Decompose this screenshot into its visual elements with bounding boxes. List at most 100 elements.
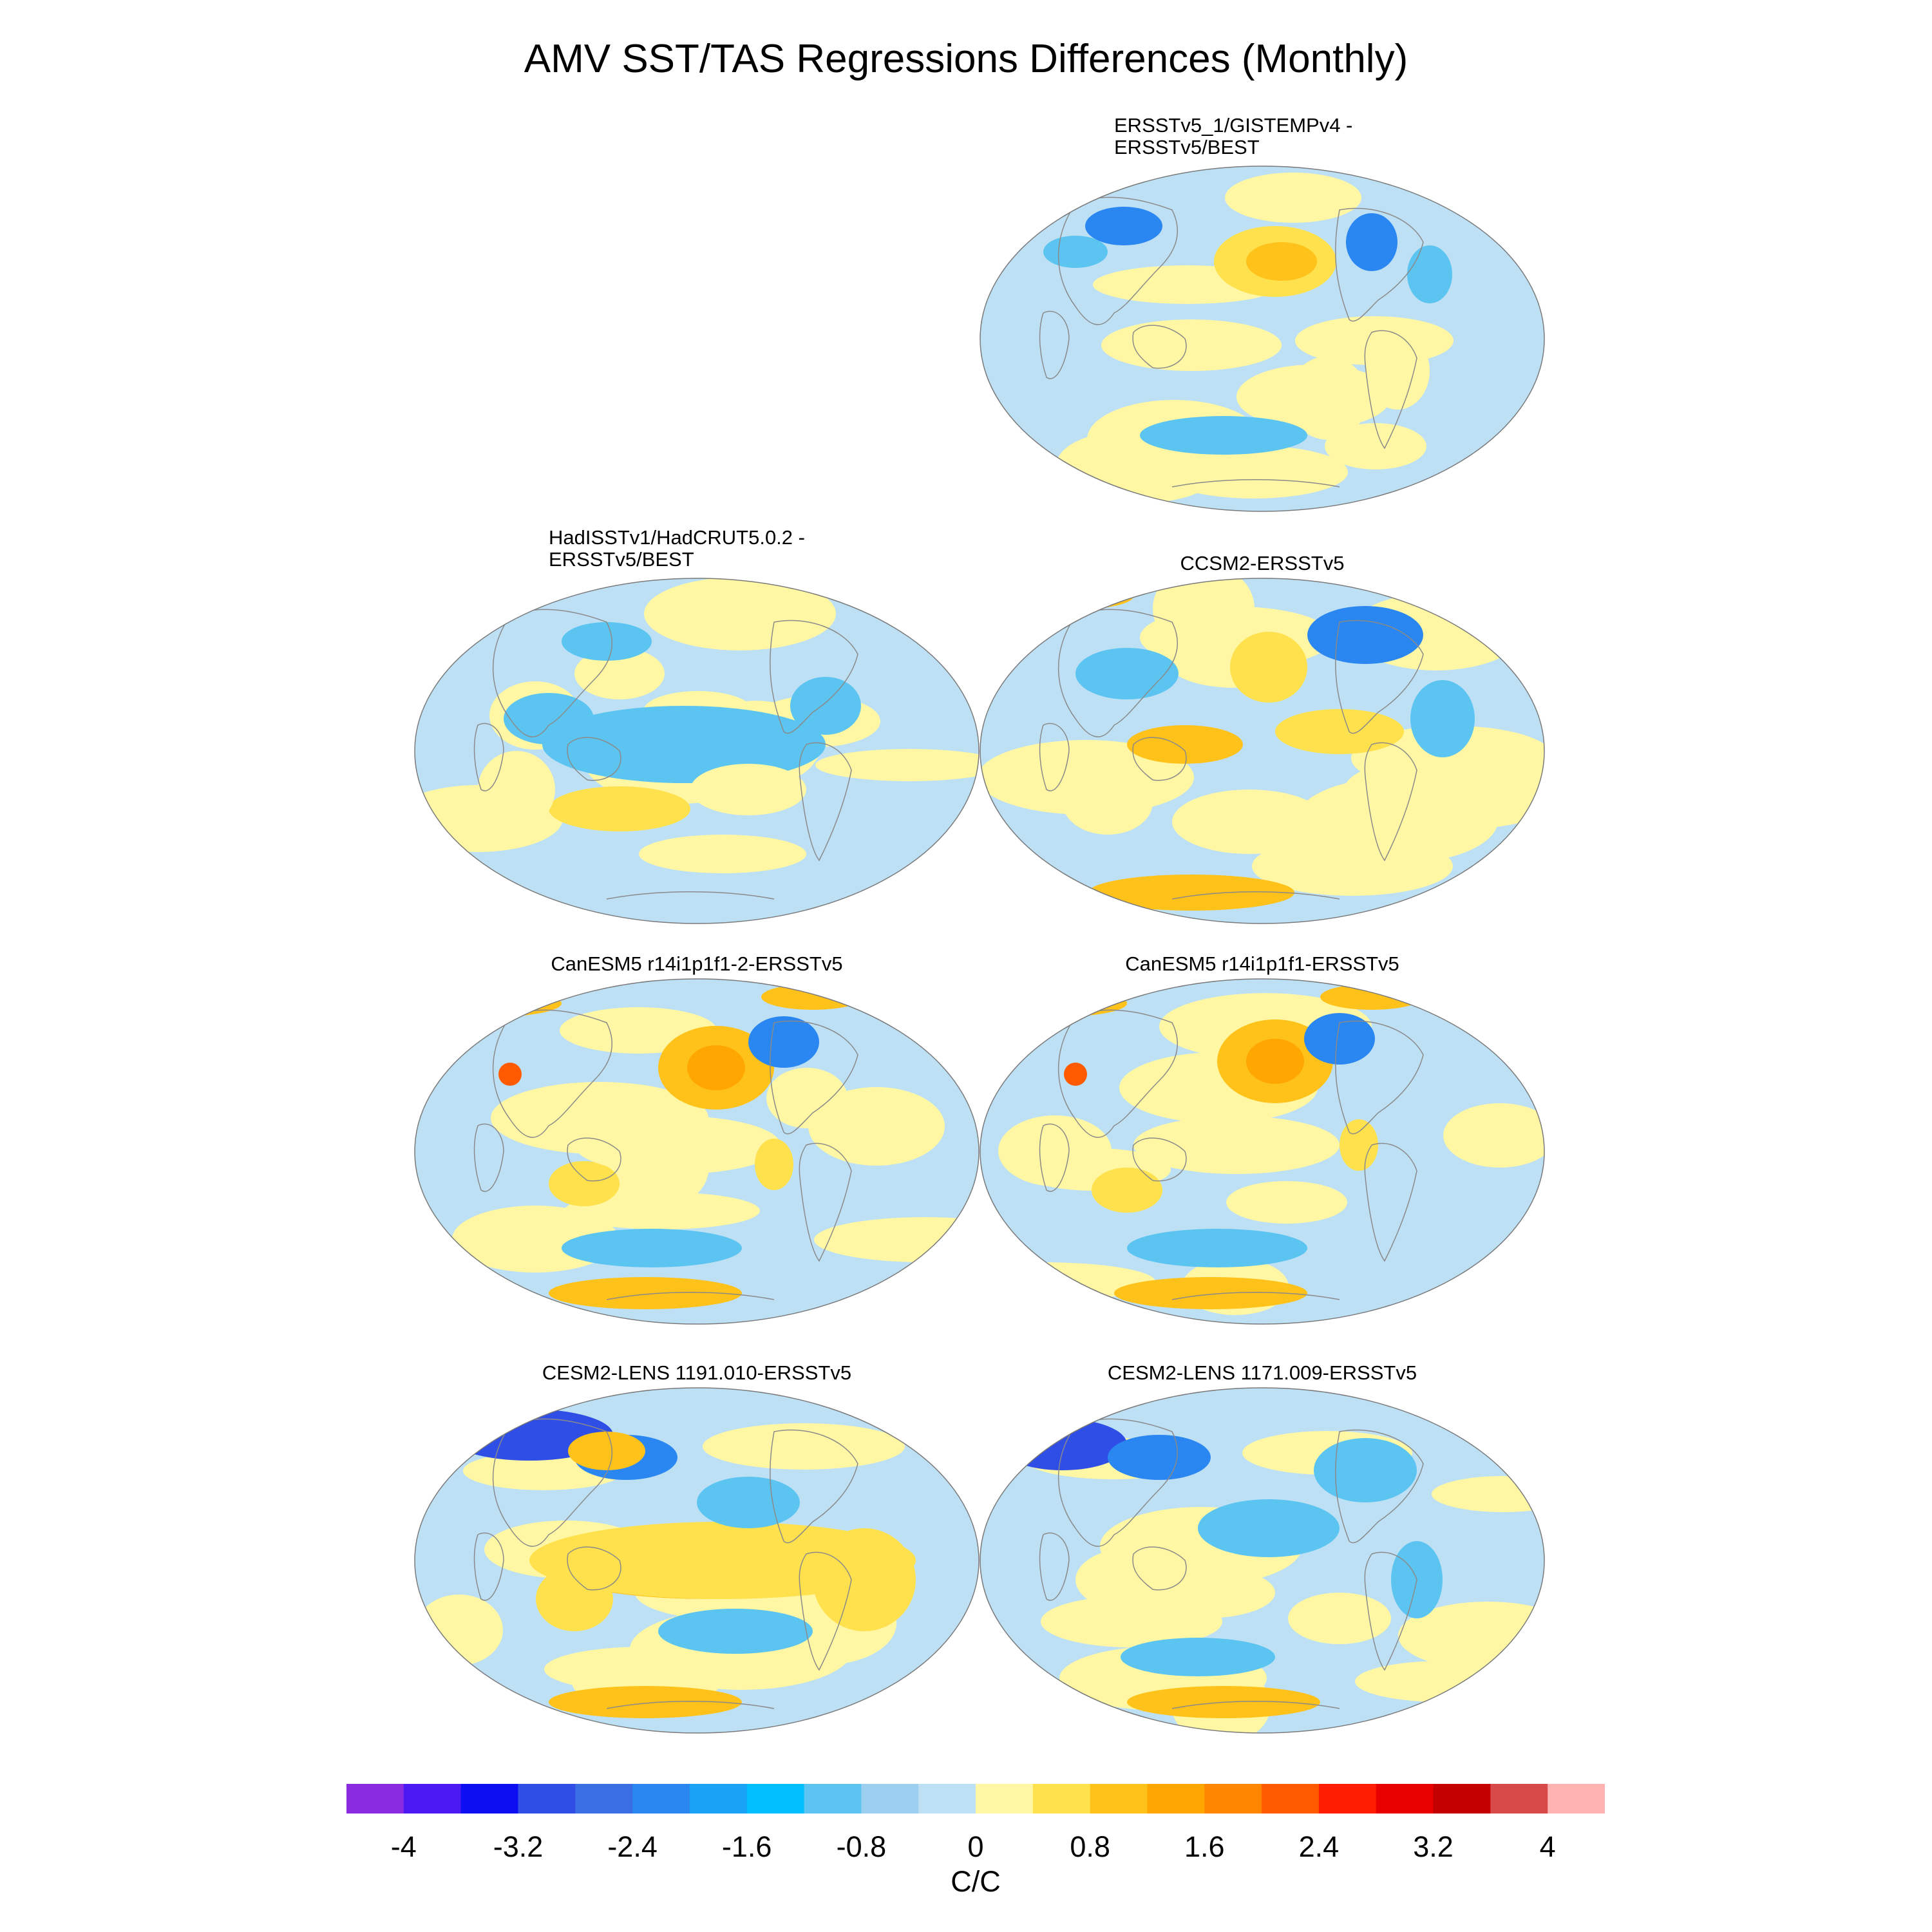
field-anomaly — [1127, 1229, 1307, 1267]
coastline — [1132, 737, 1187, 781]
colorbar-box-12 — [976, 1784, 1034, 1814]
coastline — [1039, 1123, 1070, 1192]
field-anomaly — [1085, 207, 1162, 245]
colorbar-box-7 — [689, 1784, 748, 1814]
globe-outline — [980, 578, 1545, 924]
panel-1-title-line-2: ERSSTv5/BEST — [1114, 136, 1260, 158]
globe-outline — [414, 1387, 980, 1734]
field-anomaly — [755, 1139, 793, 1190]
colorbar-box-6 — [632, 1784, 690, 1814]
panel-field — [980, 1388, 1544, 1733]
colorbar-box-3 — [460, 1784, 519, 1814]
field-anomaly — [1121, 1638, 1275, 1676]
coastline — [1171, 1701, 1340, 1709]
coastline — [493, 1418, 612, 1547]
colorbar-box-22 — [1548, 1784, 1605, 1814]
colorbar-tick-label: -0.8 — [836, 1830, 887, 1863]
field-anomaly — [574, 1116, 781, 1174]
colorbar-tick-label: 4 — [1539, 1830, 1556, 1863]
field-anomaly — [549, 1686, 742, 1718]
coastline — [567, 737, 621, 781]
colorbar-box-18 — [1318, 1784, 1377, 1814]
field-anomaly — [1304, 1013, 1375, 1065]
field-anomaly — [1365, 332, 1430, 410]
coastline — [567, 1137, 621, 1182]
panel-5-title: CanESM5 r14i1p1f1-ERSSTv5 — [979, 953, 1546, 975]
panel-4-map — [414, 978, 980, 1325]
colorbar-box-20 — [1433, 1784, 1491, 1814]
field-anomaly — [1114, 1277, 1307, 1309]
field-patch — [1226, 1181, 1347, 1224]
panel-3: CCSM2-ERSSTv5 — [979, 527, 1546, 926]
field-anomaly — [1133, 1567, 1275, 1618]
colorbar-tick-label: -3.2 — [493, 1830, 544, 1863]
coastline — [1335, 1429, 1424, 1544]
field-anomaly — [790, 677, 861, 735]
field-patch — [644, 578, 836, 650]
field-anomaly — [1246, 242, 1317, 281]
coastline — [606, 1701, 775, 1709]
colorbar-box-4 — [518, 1784, 576, 1814]
panel-5-title-line-1: CanESM5 r14i1p1f1-ERSSTv5 — [1125, 952, 1399, 975]
field-anomaly — [1314, 1438, 1417, 1502]
field-anomaly — [1346, 213, 1397, 271]
field-anomaly — [1198, 1499, 1340, 1557]
field-anomaly — [998, 1419, 1127, 1470]
coastline — [1058, 609, 1178, 737]
field-anomaly — [813, 1528, 916, 1631]
colorbar-tick-label: 1.6 — [1184, 1830, 1225, 1863]
field-anomaly — [1140, 416, 1307, 455]
field-anomaly — [1127, 725, 1243, 764]
coastline — [799, 1142, 852, 1262]
panel-2-title-line-2: ERSSTv5/BEST — [549, 548, 694, 571]
coastline — [493, 609, 612, 737]
colorbar-box-16 — [1204, 1784, 1262, 1814]
field-anomaly — [574, 648, 665, 699]
panel-field — [415, 578, 979, 923]
coastline — [1335, 207, 1424, 322]
coastline — [473, 1532, 504, 1601]
field-anomaly — [549, 1161, 620, 1206]
coastline — [1364, 742, 1417, 862]
colorbar-box-19 — [1376, 1784, 1434, 1814]
coastline — [606, 1292, 775, 1300]
coastline — [770, 1020, 858, 1135]
colorbar-box-13 — [1032, 1784, 1091, 1814]
field-anomaly — [415, 989, 562, 1018]
coastline — [1364, 1142, 1417, 1262]
coastline — [493, 1009, 612, 1138]
globe-outline — [980, 978, 1545, 1325]
globe-outline — [414, 578, 980, 924]
colorbar-box-17 — [1262, 1784, 1320, 1814]
panel-3-map — [980, 578, 1545, 924]
field-anomaly — [1275, 709, 1404, 754]
field-anomaly — [1236, 365, 1391, 429]
colorbar-tick-label: -2.4 — [607, 1830, 658, 1863]
colorbar-tick-label: 2.4 — [1298, 1830, 1340, 1863]
coastline — [1364, 330, 1417, 450]
panel-2-map — [414, 578, 980, 924]
field-anomaly — [1075, 648, 1179, 699]
colorbar-box-2 — [403, 1784, 462, 1814]
colorbar-box-15 — [1147, 1784, 1205, 1814]
coastline — [1171, 479, 1340, 488]
panel-6-title-line-1: CESM2-LENS 1191.010-ERSSTv5 — [542, 1361, 852, 1384]
panel-1: ERSSTv5_1/GISTEMPv4 - ERSSTv5/BEST — [979, 115, 1546, 514]
globe-outline — [414, 978, 980, 1325]
field-anomaly — [748, 1016, 819, 1068]
field-anomaly — [687, 1045, 745, 1090]
panel-4-title: CanESM5 r14i1p1f1-2-ERSSTv5 — [413, 953, 980, 975]
field-anomaly — [1088, 875, 1294, 911]
field-anomaly — [1246, 1039, 1304, 1084]
field-anomaly — [478, 751, 555, 828]
field-anomaly — [1172, 790, 1327, 854]
coastline — [1058, 196, 1178, 325]
colorbar-tick-label: 0 — [967, 1830, 984, 1863]
coastline — [1039, 1532, 1070, 1601]
field-anomaly — [697, 1477, 800, 1528]
colorbar-tick-label: -1.6 — [721, 1830, 772, 1863]
field-patch — [703, 1423, 905, 1470]
panel-1-title: ERSSTv5_1/GISTEMPv4 - ERSSTv5/BEST — [979, 115, 1546, 158]
panel-1-title-line-1: ERSSTv5_1/GISTEMPv4 - — [1114, 114, 1353, 137]
colorbar: -4 -3.2 -2.4 -1.6 -0.8 0 0.8 1.6 2.4 3.2 4 C/C — [346, 1784, 1605, 1932]
